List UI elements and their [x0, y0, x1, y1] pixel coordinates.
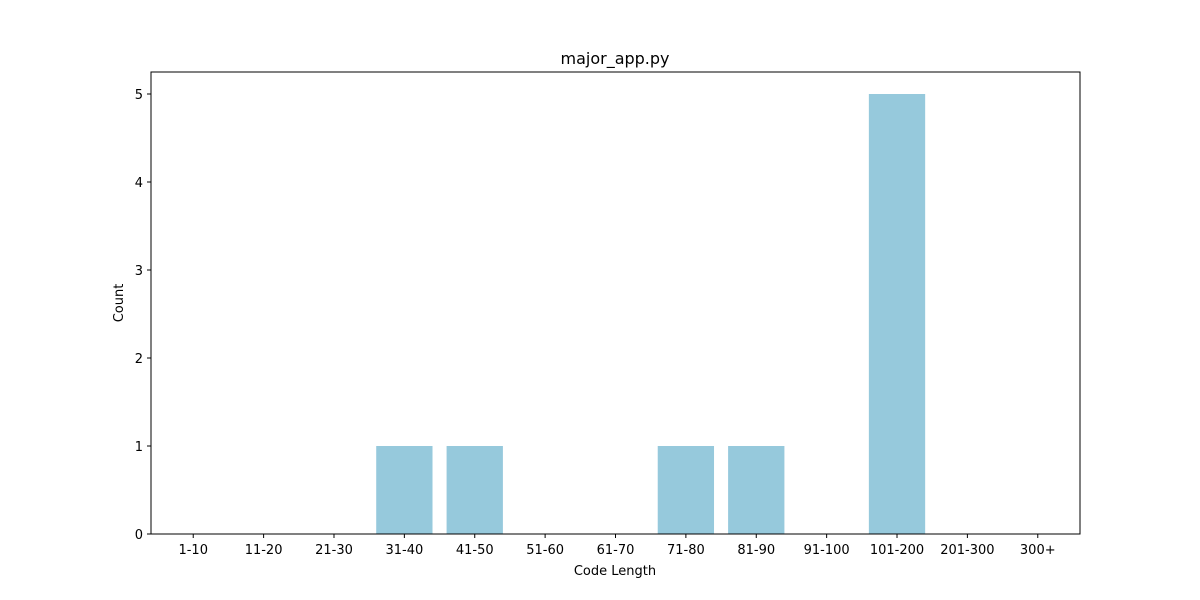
x-tick-label: 201-300: [940, 543, 994, 558]
y-tick-label: 2: [135, 352, 143, 367]
x-tick-label: 31-40: [385, 543, 423, 558]
x-tick-label: 11-20: [245, 543, 283, 558]
y-axis: 0 1 2 3 4 5: [135, 88, 151, 543]
x-tick-label: 1-10: [178, 543, 208, 558]
bars: [376, 94, 926, 534]
bar-101-200: [868, 94, 926, 534]
x-tick-label: 61-70: [597, 543, 635, 558]
bar-71-80: [657, 446, 715, 534]
x-axis: 1-10 11-20 21-30 31-40 41-50 51-60 61-70 71-80 8…: [178, 534, 1056, 558]
x-tick-label: 300+: [1020, 543, 1056, 558]
plot-frame: [150, 71, 1081, 535]
bar-31-40: [376, 446, 433, 534]
y-axis-label: Count: [112, 284, 127, 323]
x-tick-label: 21-30: [315, 543, 353, 558]
bar-41-50: [446, 446, 503, 534]
y-tick-label: 1: [135, 440, 143, 455]
x-tick-label: 71-80: [667, 543, 705, 558]
y-tick-label: 5: [135, 88, 143, 103]
x-tick-label: 81-90: [737, 543, 775, 558]
y-tick-label: 4: [135, 176, 143, 191]
x-tick-label: 101-200: [870, 543, 924, 558]
x-tick-label: 41-50: [456, 543, 494, 558]
x-axis-label: Code Length: [574, 564, 656, 579]
bar-81-90: [728, 446, 785, 534]
y-tick-label: 3: [135, 264, 143, 279]
y-tick-label: 0: [135, 528, 143, 543]
chart-title: major_app.py: [560, 49, 669, 69]
x-tick-label: 91-100: [804, 543, 850, 558]
x-tick-label: 51-60: [526, 543, 564, 558]
